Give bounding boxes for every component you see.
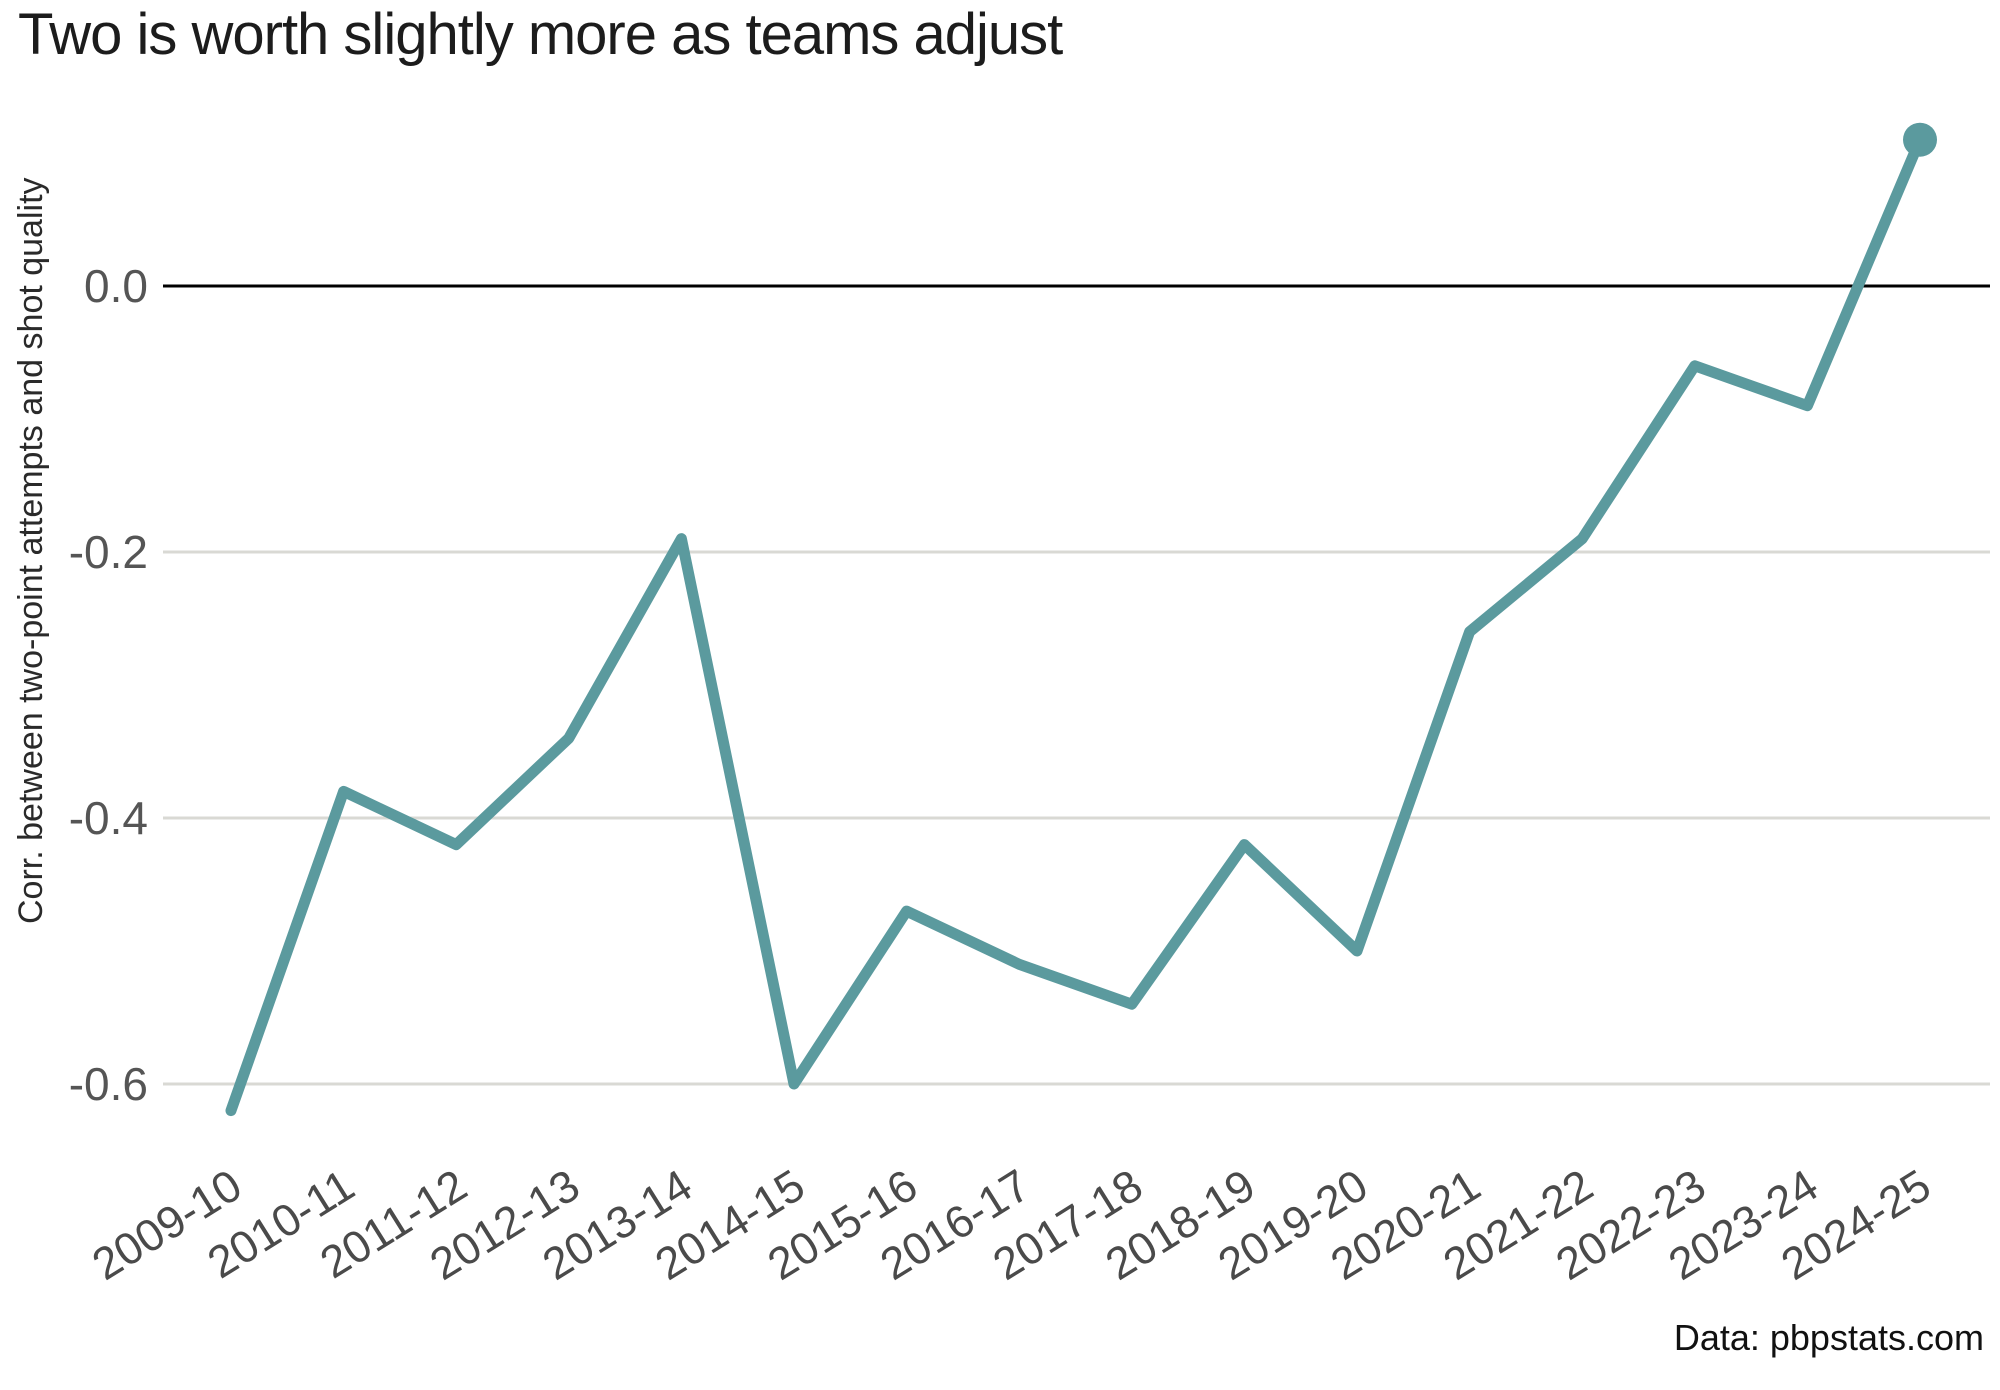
data-source-note: Data: pbpstats.com	[1674, 1317, 1984, 1358]
y-tick-label: -0.6	[69, 1058, 148, 1110]
y-tick-label: -0.4	[69, 792, 148, 844]
y-axis-title: Corr. between two-point attempts and sho…	[12, 177, 50, 924]
correlation-line	[225, 134, 1926, 1117]
y-tick-label: -0.2	[69, 526, 148, 578]
x-axis-tick-labels: 2009-102010-112011-122012-132013-142014-…	[83, 1159, 1939, 1290]
latest-season-marker	[1903, 122, 1937, 157]
y-axis-tick-labels: 0.0 -0.2 -0.4 -0.6	[69, 260, 148, 1110]
data-series	[225, 122, 1937, 1117]
gridlines	[163, 284, 1990, 1086]
y-tick-label: 0.0	[84, 260, 148, 312]
chart-title: Two is worth slightly more as teams adju…	[18, 2, 1063, 67]
